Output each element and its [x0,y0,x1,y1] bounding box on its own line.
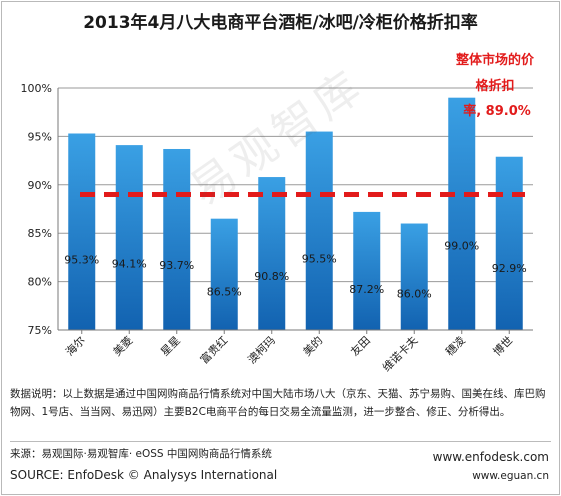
data-note: 数据说明：以上数据是通过中国网购商品行情系统对中国大陆市场八大（京东、天猫、苏宁… [10,388,546,418]
source-cn: 来源：易观国际·易观智库· eOSS 中国网购商品行情系统 [10,448,272,460]
x-tick-label: 富贵红 [197,333,230,366]
x-tick-label: 星星 [158,334,183,359]
y-tick-label: 90% [28,179,52,192]
bar [448,97,476,331]
data-label: 90.8% [254,270,289,283]
data-label: 93.7% [159,259,194,272]
bar [68,133,96,330]
bar [353,211,381,330]
reference-label: 整体市场的价 [455,52,535,68]
bar [258,177,286,330]
data-label: 99.0% [444,240,479,253]
y-tick-label: 80% [28,276,52,289]
data-label: 94.1% [112,258,147,271]
y-tick-label: 95% [28,130,52,143]
x-tick-label: 美的 [300,333,325,358]
x-tick-label: 海尔 [62,333,87,358]
url-eguan: www.eguan.cn [472,470,549,482]
bar [400,223,428,330]
x-tick-label: 穗凌 [442,333,467,358]
data-label: 92.9% [492,262,527,275]
divider [10,441,551,442]
y-tick-label: 75% [28,324,52,337]
x-tick-label: 友田 [347,333,372,358]
x-tick-label: 博世 [491,334,516,359]
data-label: 86.0% [397,288,432,301]
bar [305,131,333,330]
data-label: 95.3% [64,253,99,266]
data-label: 95.5% [302,253,337,266]
bar [495,156,523,330]
reference-label: 格折扣 [475,78,514,94]
reference-label: 率, 89.0% [463,103,531,119]
source-en: SOURCE: EnfoDesk © Analysys Internationa… [10,468,278,482]
chart-title: 2013年4月八大电商平台酒柜/冰吧/冷柜价格折扣率 [83,13,478,33]
bar [163,148,191,330]
y-tick-label: 85% [28,227,52,240]
x-tick-label: 美菱 [111,334,136,359]
bar [115,145,143,330]
y-tick-label: 100% [21,82,52,95]
x-tick-label: 维诺卡夫 [380,334,420,374]
data-label: 86.5% [207,286,242,299]
data-label: 87.2% [349,283,384,296]
x-tick-label: 澳柯玛 [245,334,278,367]
bar [210,218,238,330]
url-enfodesk: www.enfodesk.com [432,450,549,464]
